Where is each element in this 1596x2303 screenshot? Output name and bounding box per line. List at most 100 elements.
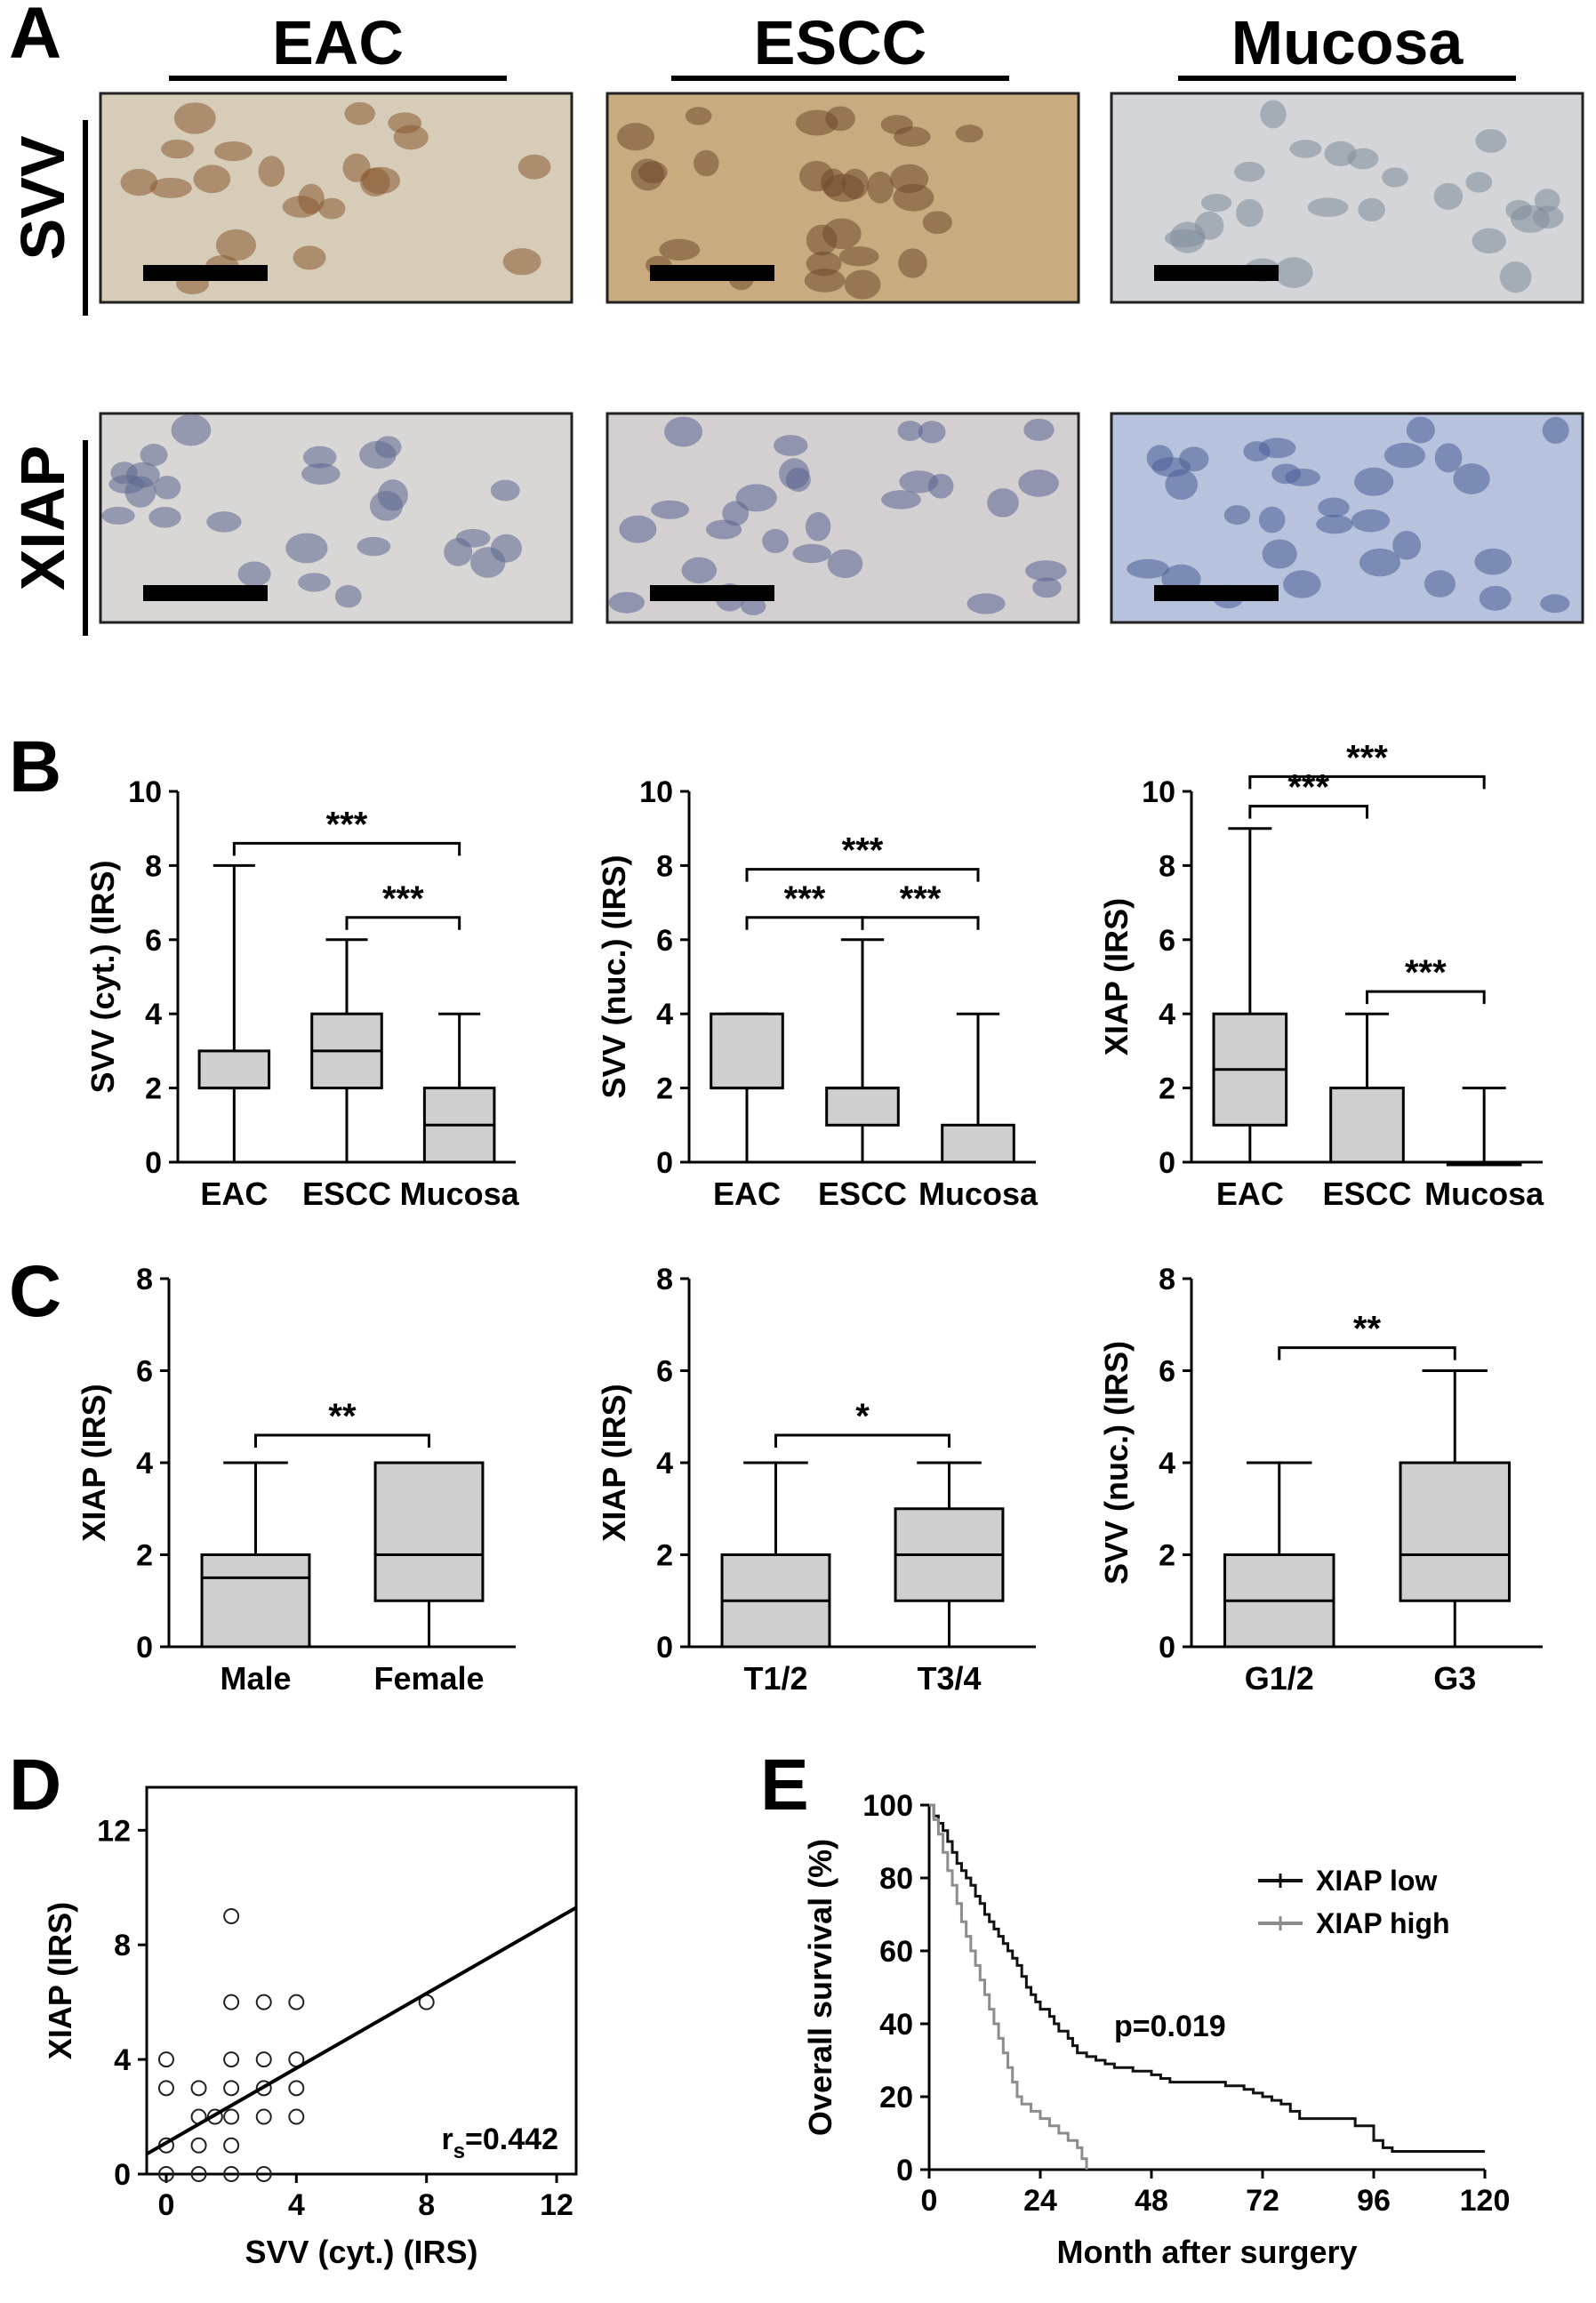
scale-bar	[650, 265, 774, 281]
significance-stars: ***	[382, 879, 424, 919]
panel-c-letter: C	[9, 1251, 61, 1332]
y-tick-label: 4	[114, 2043, 131, 2077]
cell-nucleus	[694, 149, 719, 177]
y-tick-label: 4	[656, 998, 673, 1031]
cell-nucleus	[1465, 172, 1493, 193]
y-tick-label: 80	[879, 1862, 913, 1896]
x-tick-label: 0	[921, 2184, 938, 2218]
scale-bar	[1154, 265, 1279, 281]
box	[1399, 1461, 1511, 1602]
legend-label: XIAP high	[1316, 1907, 1450, 1939]
data-point	[206, 2108, 223, 2125]
cell-nucleus	[1318, 497, 1350, 518]
significance-bracket	[745, 916, 864, 930]
cell-nucleus	[148, 506, 181, 528]
micrograph-tile	[99, 412, 573, 624]
panel-d: D	[9, 1745, 61, 1826]
data-point	[223, 2166, 240, 2182]
cell-nucleus	[1475, 129, 1507, 153]
data-point	[190, 2137, 207, 2154]
data-point	[255, 2080, 272, 2097]
significance-bracket	[345, 916, 461, 930]
data-point	[223, 1908, 240, 1924]
data-point	[255, 2108, 272, 2125]
significance-bracket	[1248, 805, 1368, 819]
cell-nucleus	[804, 269, 846, 293]
cell-nucleus	[318, 197, 346, 220]
cell-nucleus	[1383, 442, 1426, 469]
y-tick-label: 10	[639, 775, 673, 809]
cell-nucleus	[1223, 505, 1251, 526]
panel-c: C	[9, 1251, 61, 1332]
y-tick-label: 4	[136, 1447, 153, 1480]
y-tick-label: 2	[136, 1539, 153, 1573]
y-tick-label: 0	[136, 1631, 153, 1665]
y-tick-label: 2	[145, 1072, 162, 1106]
data-point	[255, 2166, 272, 2182]
significance-stars: ***	[900, 879, 942, 919]
data-point	[190, 2166, 207, 2182]
data-point	[255, 2051, 272, 2068]
boxplot-c2: 0 2 4 6 8 XIAP (IRS) T1/2 T3/4 *	[596, 1263, 1036, 1697]
category-label: Female	[373, 1660, 484, 1697]
significance-stars: ***	[326, 805, 368, 844]
boxplot-c1: 0 2 4 6 8 XIAP (IRS) Male Female **	[76, 1263, 516, 1697]
cell-nucleus	[125, 461, 160, 488]
panel-a-letter: A	[9, 0, 61, 74]
legend-label: XIAP low	[1316, 1865, 1437, 1897]
y-tick-label: 6	[136, 1355, 153, 1389]
data-point	[190, 2080, 207, 2097]
cell-nucleus	[659, 238, 701, 261]
boxplot-c3: 0 2 4 6 8 SVV (nuc.) (IRS) G1/2 G3 **	[1098, 1263, 1543, 1697]
data-point	[223, 1994, 240, 2010]
cell-nucleus	[844, 269, 881, 300]
y-axis-label: XIAP (IRS)	[596, 1384, 632, 1541]
scale-bar	[143, 585, 268, 601]
row-label-svv: SVV	[8, 135, 77, 260]
significance-bracket	[254, 1433, 430, 1448]
significance-stars: ***	[784, 879, 826, 919]
cell-nucleus	[1472, 228, 1507, 254]
cell-nucleus	[1023, 418, 1055, 441]
y-tick-label: 4	[656, 1447, 673, 1480]
cell-nucleus	[1289, 140, 1322, 158]
cell-nucleus	[357, 536, 391, 557]
cell-nucleus	[1283, 570, 1321, 598]
category-label: Mucosa	[1424, 1176, 1544, 1212]
cell-nucleus	[1316, 514, 1353, 534]
cell-nucleus	[1169, 221, 1206, 253]
significance-bracket	[774, 1433, 950, 1448]
y-tick-label: 100	[862, 1789, 913, 1823]
y-tick-label: 60	[879, 1935, 913, 1969]
scale-bar	[143, 265, 268, 281]
cell-nucleus	[1260, 100, 1287, 129]
cell-nucleus	[792, 543, 831, 564]
y-tick-label: 10	[1142, 775, 1175, 809]
cell-nucleus	[796, 109, 838, 136]
boxplot-b1: 0 2 4 6 8 10 SVV (cyt.) (IRS) EAC ESCC Mucosa *** *…	[84, 775, 520, 1212]
boxplot-b2: 0 2 4 6 8 10 SVV (nuc.) (IRS) EAC ESCC Mucosa *** *…	[596, 775, 1039, 1212]
regression-line	[146, 1906, 577, 2156]
cell-nucleus	[490, 479, 520, 502]
cell-nucleus	[393, 124, 429, 150]
cell-nucleus	[171, 413, 212, 446]
cell-nucleus	[359, 440, 397, 469]
cell-nucleus	[685, 107, 712, 125]
cell-nucleus	[1354, 467, 1394, 496]
cell-nucleus	[1534, 189, 1560, 213]
y-tick-label: 4	[1159, 1447, 1175, 1480]
cell-nucleus	[1433, 182, 1464, 210]
survival-chart-e: 0 24 48 72 96 120 0 20 40 60 80 100 Month after surg…	[802, 1789, 1510, 2270]
boxplot-b3: 0 2 4 6 8 10 XIAP (IRS) EAC ESCC Mucosa *** *** ***	[1098, 738, 1544, 1212]
cell-nucleus	[1285, 468, 1320, 486]
cell-nucleus	[1358, 197, 1385, 221]
x-tick-label: 0	[157, 2188, 174, 2222]
correlation-annotation: rs=0.442	[441, 2122, 558, 2163]
data-point	[288, 1994, 305, 2010]
cell-nucleus	[1542, 416, 1569, 445]
cell-nucleus	[735, 484, 777, 512]
cell-nucleus	[1540, 594, 1570, 614]
panel-e: E	[760, 1745, 809, 1826]
cell-nucleus	[1165, 469, 1199, 501]
